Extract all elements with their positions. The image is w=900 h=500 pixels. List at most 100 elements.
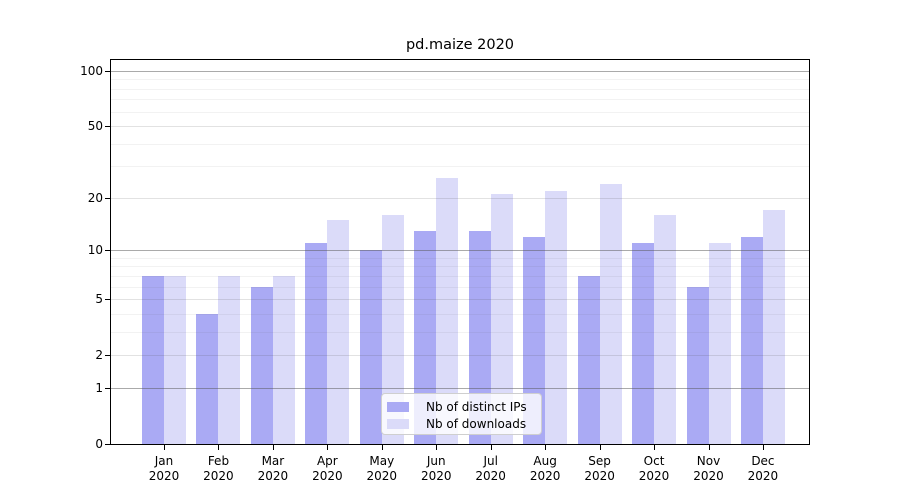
y-tick-label: 0 (95, 437, 103, 451)
gridline (111, 275, 809, 277)
gridline (111, 266, 809, 268)
x-tick-label: May 2020 (350, 454, 414, 483)
x-tick-month: Aug (533, 454, 557, 468)
bar-downloads (272, 275, 295, 444)
gridline (111, 126, 809, 128)
gridline (111, 79, 809, 81)
y-axis-tick (105, 444, 110, 445)
legend: Nb of distinct IPs Nb of downloads (381, 393, 542, 435)
x-axis-tick (272, 445, 274, 450)
y-tick-label: 5 (95, 292, 103, 307)
bar-downloads (164, 275, 186, 444)
gridline (111, 299, 809, 301)
gridline (111, 387, 809, 389)
x-axis-tick (545, 445, 547, 450)
bar-distinct-ips (414, 230, 437, 444)
bar-distinct-ips (468, 230, 491, 444)
y-tick-label: 2 (95, 348, 103, 363)
gridline (111, 313, 809, 315)
y-axis-tick (105, 126, 110, 128)
x-tick-label: Jul 2020 (459, 454, 523, 483)
bar-distinct-ips (305, 243, 328, 444)
x-axis-tick (327, 445, 329, 450)
x-tick-year: 2020 (203, 468, 234, 483)
x-tick-month: Jul (483, 454, 498, 468)
x-axis-tick (218, 445, 220, 450)
x-tick-month: Nov (696, 454, 721, 468)
x-tick-year: 2020 (257, 468, 289, 483)
legend-swatch-distinct-ips (387, 401, 409, 412)
bar-downloads (436, 177, 459, 444)
gridline (111, 286, 809, 288)
x-axis-tick (599, 445, 601, 450)
bar-downloads (490, 194, 513, 444)
y-tick-label: 100 (80, 63, 103, 78)
x-tick-year: 2020 (475, 468, 506, 483)
legend-swatch-downloads (387, 418, 409, 429)
gridline (111, 257, 809, 259)
bar-distinct-ips (142, 275, 164, 444)
x-tick-month: Jan (154, 454, 174, 468)
x-tick-label: Oct 2020 (622, 454, 686, 483)
legend-row: Nb of downloads (387, 415, 541, 432)
bar-downloads (654, 215, 677, 444)
bar-downloads (762, 210, 785, 444)
gridline (111, 143, 809, 145)
x-tick-year: 2020 (693, 468, 724, 483)
x-tick-label: Nov 2020 (677, 454, 741, 483)
x-axis-tick (708, 445, 710, 450)
x-axis-tick (164, 445, 165, 450)
y-axis-tick (105, 387, 110, 389)
x-tick-label: Dec 2020 (731, 454, 795, 483)
x-tick-label: Apr 2020 (295, 454, 359, 483)
x-tick-month: Mar (261, 454, 285, 468)
gridline (111, 250, 809, 252)
y-tick-label: 1 (95, 380, 103, 395)
bar-downloads (545, 190, 568, 444)
x-tick-month: Feb (207, 454, 230, 468)
bar-distinct-ips (632, 243, 655, 444)
gridline (111, 197, 809, 199)
x-axis-tick (654, 445, 656, 450)
x-tick-year: 2020 (312, 468, 343, 483)
x-tick-year: 2020 (366, 468, 398, 483)
y-tick-label: 50 (87, 119, 103, 134)
x-tick-month: May (369, 454, 395, 468)
x-axis-tick (436, 445, 438, 450)
x-tick-year: 2020 (420, 468, 452, 483)
gridline (111, 111, 809, 113)
x-tick-month: Dec (751, 454, 775, 468)
bar-distinct-ips (577, 275, 600, 444)
bar-downloads (327, 219, 350, 444)
x-tick-label: Feb 2020 (186, 454, 250, 483)
x-tick-year: 2020 (529, 468, 561, 483)
y-axis-tick (105, 197, 110, 199)
plot-area (110, 59, 810, 445)
y-tick-label: 20 (87, 190, 103, 205)
gridline (111, 355, 809, 357)
bar-downloads (599, 183, 622, 444)
x-axis-tick (381, 445, 383, 450)
chart-title: pd.maize 2020 (405, 37, 515, 53)
x-axis-tick (762, 445, 764, 450)
bar-distinct-ips (523, 236, 546, 444)
x-tick-month: Sep (588, 454, 611, 468)
x-tick-year: 2020 (638, 468, 670, 483)
bar-downloads (708, 243, 731, 444)
x-axis-tick (490, 445, 492, 450)
bar-distinct-ips (196, 313, 219, 444)
x-tick-year: 2020 (747, 468, 779, 483)
bar-downloads (381, 215, 404, 444)
gridline (111, 99, 809, 101)
x-tick-label: Sep 2020 (568, 454, 632, 483)
x-tick-month: Oct (643, 454, 665, 468)
y-axis-tick (105, 355, 110, 357)
x-tick-label: Mar 2020 (241, 454, 305, 483)
y-tick-label: 10 (87, 243, 103, 258)
bar-distinct-ips (686, 286, 709, 444)
gridline (111, 70, 809, 72)
x-tick-month: Apr (316, 454, 338, 468)
bar-distinct-ips (250, 286, 273, 444)
legend-label-distinct-ips: Nb of distinct IPs (426, 399, 527, 414)
